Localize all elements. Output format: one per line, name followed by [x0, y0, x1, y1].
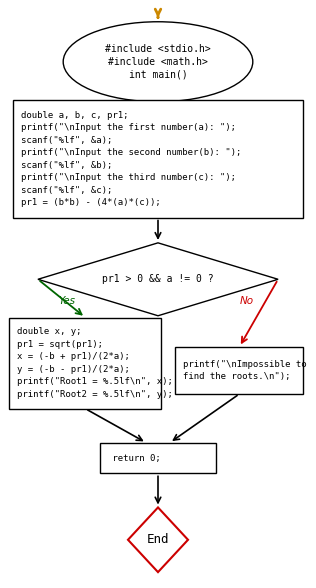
Text: double a, b, c, pr1;
printf("\nInput the first number(a): ");
scanf("%lf", &a);
: double a, b, c, pr1; printf("\nInput the…	[21, 111, 241, 207]
Text: End: End	[147, 533, 169, 546]
Text: double x, y;
pr1 = sqrt(pr1);
x = (-b + pr1)/(2*a);
y = (-b - pr1)/(2*a);
printf: double x, y; pr1 = sqrt(pr1); x = (-b + …	[17, 328, 173, 399]
Bar	[175, 347, 303, 394]
Text: printf("\nImpossible to
find the roots.\n");: printf("\nImpossible to find the roots.\…	[183, 360, 307, 381]
Text: No: No	[240, 296, 253, 306]
Bar	[100, 443, 216, 473]
Polygon shape	[128, 507, 188, 572]
Bar	[13, 100, 303, 218]
Ellipse shape	[63, 22, 253, 102]
Polygon shape	[38, 243, 278, 316]
Text: Yes: Yes	[58, 296, 75, 306]
Text: return 0;: return 0;	[107, 453, 161, 463]
Text: #include <stdio.h>
#include <math.h>
int main(): #include <stdio.h> #include <math.h> int…	[105, 44, 211, 80]
Bar	[9, 318, 161, 409]
Text: pr1 > 0 && a != 0 ?: pr1 > 0 && a != 0 ?	[102, 274, 214, 285]
